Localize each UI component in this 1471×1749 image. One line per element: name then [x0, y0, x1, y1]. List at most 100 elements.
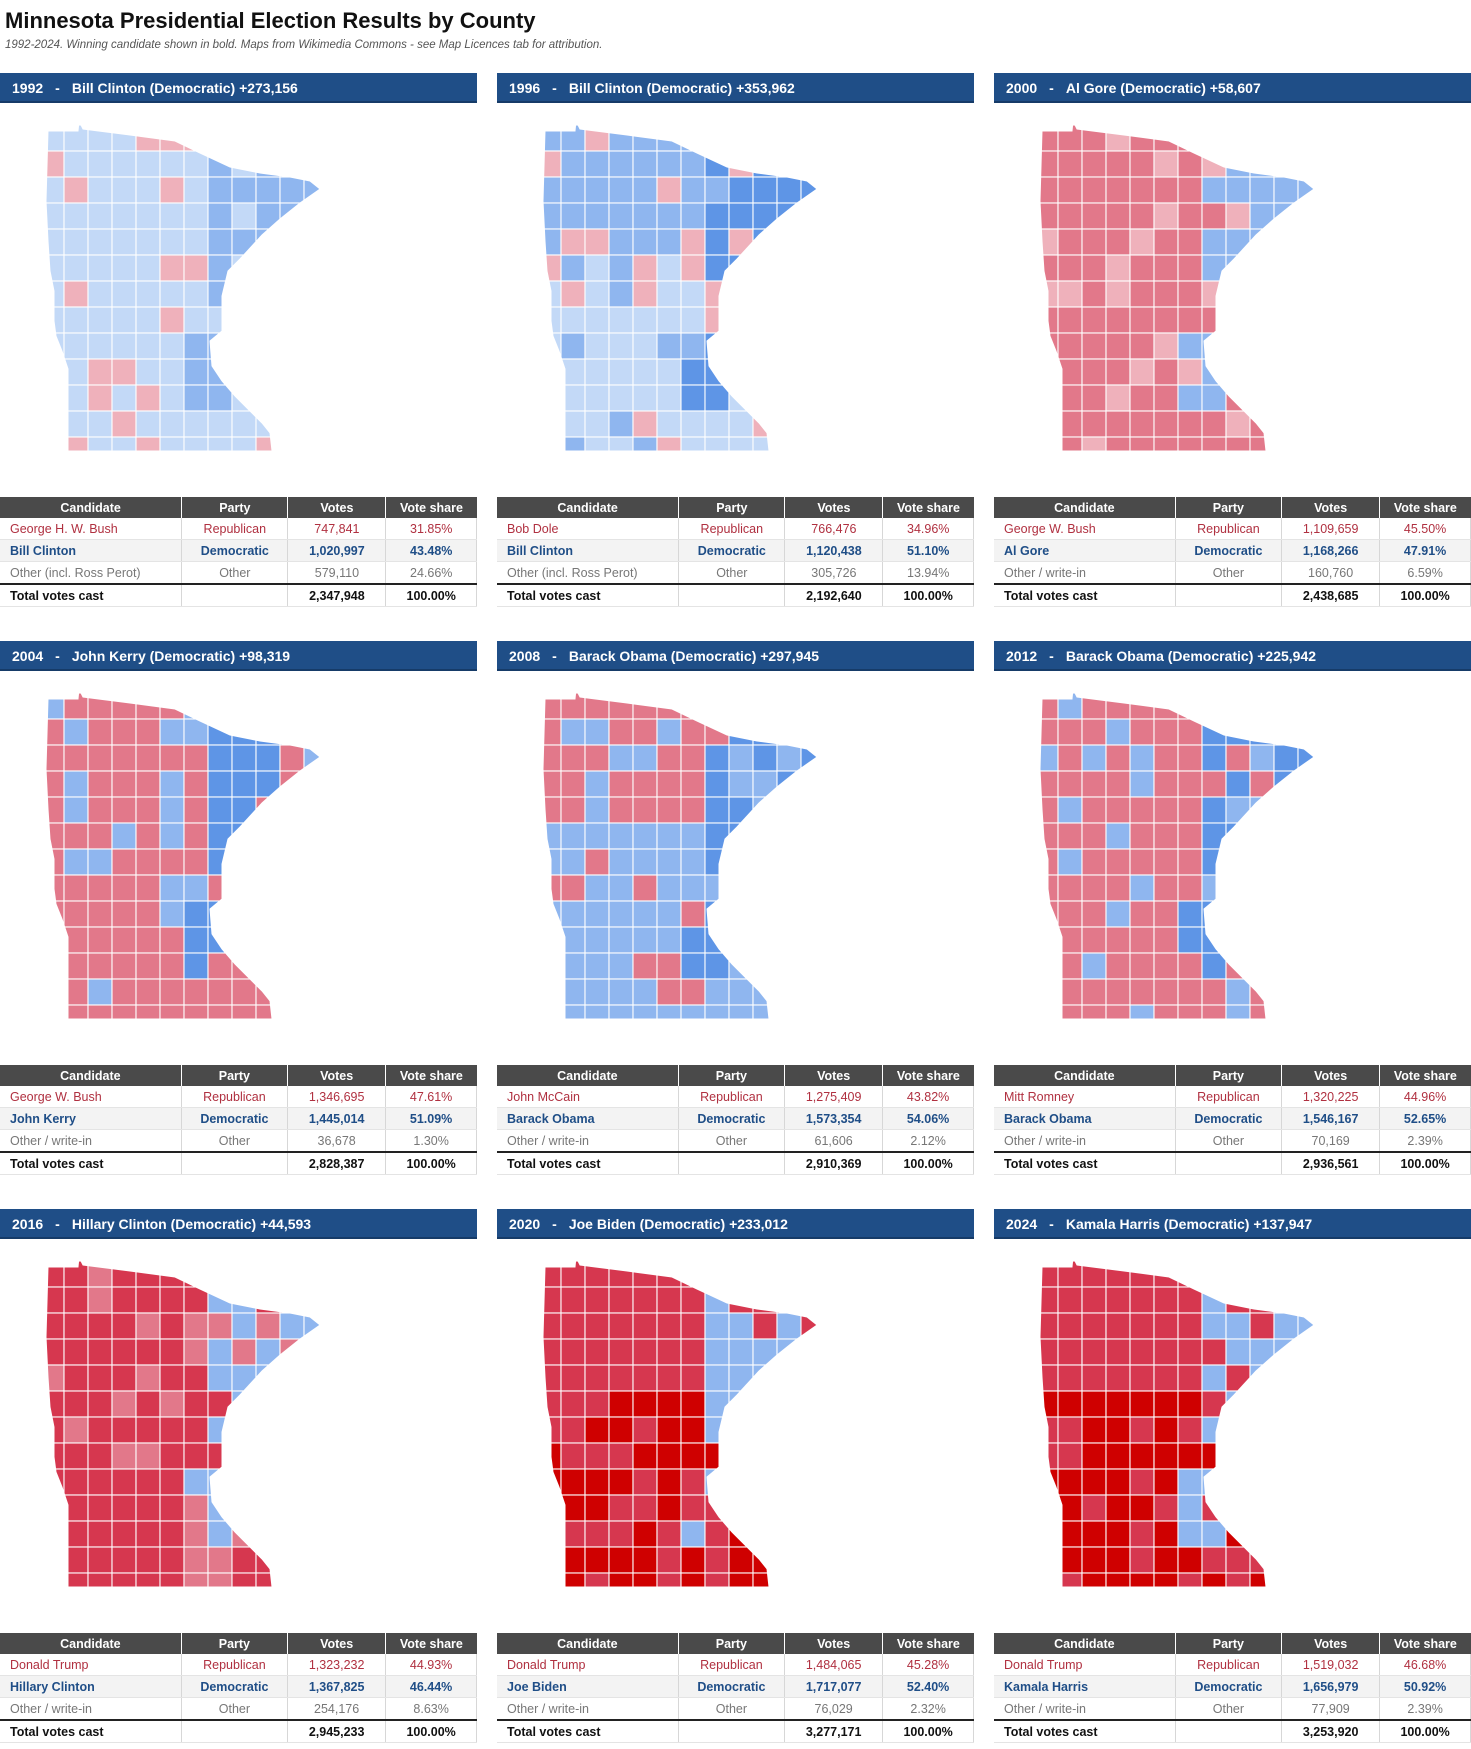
county	[135, 1390, 161, 1418]
county	[255, 744, 281, 772]
county	[656, 1312, 682, 1340]
county	[704, 1338, 730, 1366]
county	[328, 927, 340, 953]
county	[656, 874, 682, 902]
county	[1322, 719, 1334, 745]
county	[1225, 1520, 1251, 1548]
county	[560, 202, 586, 230]
county	[1225, 1260, 1251, 1288]
county	[303, 1468, 320, 1496]
county	[111, 1520, 137, 1548]
county	[1081, 306, 1107, 334]
county	[1249, 1416, 1275, 1444]
county-map	[1039, 687, 1334, 1020]
total-row: Total votes cast 2,945,233 100.00%	[0, 1719, 477, 1743]
county	[752, 1004, 778, 1019]
county	[111, 410, 137, 438]
county	[46, 1416, 65, 1444]
county	[584, 150, 610, 178]
county	[328, 281, 340, 307]
table-row: Donald Trump Republican 1,484,065 45.28%	[497, 1654, 974, 1676]
votes-cell: 1,717,077	[784, 1675, 884, 1698]
county	[1297, 1546, 1314, 1574]
county	[87, 796, 113, 824]
county	[328, 1339, 340, 1365]
county	[87, 1546, 113, 1574]
county	[656, 718, 682, 746]
county	[1177, 280, 1203, 308]
county	[776, 254, 802, 282]
county	[1322, 359, 1334, 385]
county	[1057, 848, 1083, 876]
county	[231, 436, 257, 451]
county	[279, 358, 305, 386]
county	[1297, 718, 1314, 746]
county	[1081, 978, 1107, 1006]
county	[279, 384, 305, 412]
county	[1297, 1468, 1314, 1496]
county	[776, 358, 802, 386]
county	[543, 1390, 562, 1418]
county	[279, 1004, 305, 1019]
county	[608, 280, 634, 308]
county	[632, 384, 658, 412]
county	[159, 332, 185, 360]
county	[183, 436, 209, 451]
county	[584, 1004, 610, 1019]
county	[584, 848, 610, 876]
county	[231, 718, 257, 746]
county	[135, 1572, 161, 1587]
county	[1322, 693, 1334, 719]
county	[231, 306, 257, 334]
county	[1040, 1442, 1059, 1470]
county	[1201, 1338, 1227, 1366]
banner-separator: -	[1049, 80, 1054, 96]
county	[584, 1520, 610, 1548]
county	[1153, 770, 1179, 798]
county	[1297, 874, 1314, 902]
county	[1201, 1442, 1227, 1470]
county	[1201, 228, 1227, 256]
county	[632, 900, 658, 928]
county	[1040, 254, 1059, 282]
county	[825, 849, 837, 875]
county	[1225, 306, 1251, 334]
county	[159, 692, 185, 720]
county	[543, 692, 562, 720]
county	[632, 1312, 658, 1340]
county	[800, 306, 817, 334]
county	[1153, 926, 1179, 954]
candidate-cell: Bill Clinton	[497, 539, 680, 562]
party-cell: Democratic	[181, 1107, 289, 1130]
county	[87, 848, 113, 876]
county	[1057, 1442, 1083, 1470]
candidate-cell: Donald Trump	[497, 1654, 679, 1676]
county	[560, 1468, 586, 1496]
county	[1322, 385, 1334, 411]
county	[135, 150, 161, 178]
county	[303, 436, 320, 451]
county	[584, 926, 610, 954]
party-cell: Republican	[678, 518, 786, 540]
party-cell: Other	[1175, 1129, 1283, 1153]
share-cell: 2.32%	[882, 1697, 974, 1721]
county	[680, 254, 706, 282]
county	[1322, 1573, 1334, 1592]
county	[1129, 384, 1155, 412]
county	[1297, 926, 1314, 954]
county	[752, 306, 778, 334]
county	[255, 306, 281, 334]
county	[1057, 176, 1083, 204]
county	[800, 1572, 817, 1587]
county	[728, 770, 754, 798]
county	[1057, 1286, 1083, 1314]
county	[1129, 1468, 1155, 1496]
county	[1177, 770, 1203, 798]
county	[303, 1338, 320, 1366]
county	[159, 978, 185, 1006]
county	[159, 1546, 185, 1574]
county	[776, 150, 802, 178]
county	[656, 358, 682, 386]
county	[825, 1417, 837, 1443]
county	[656, 1004, 682, 1019]
